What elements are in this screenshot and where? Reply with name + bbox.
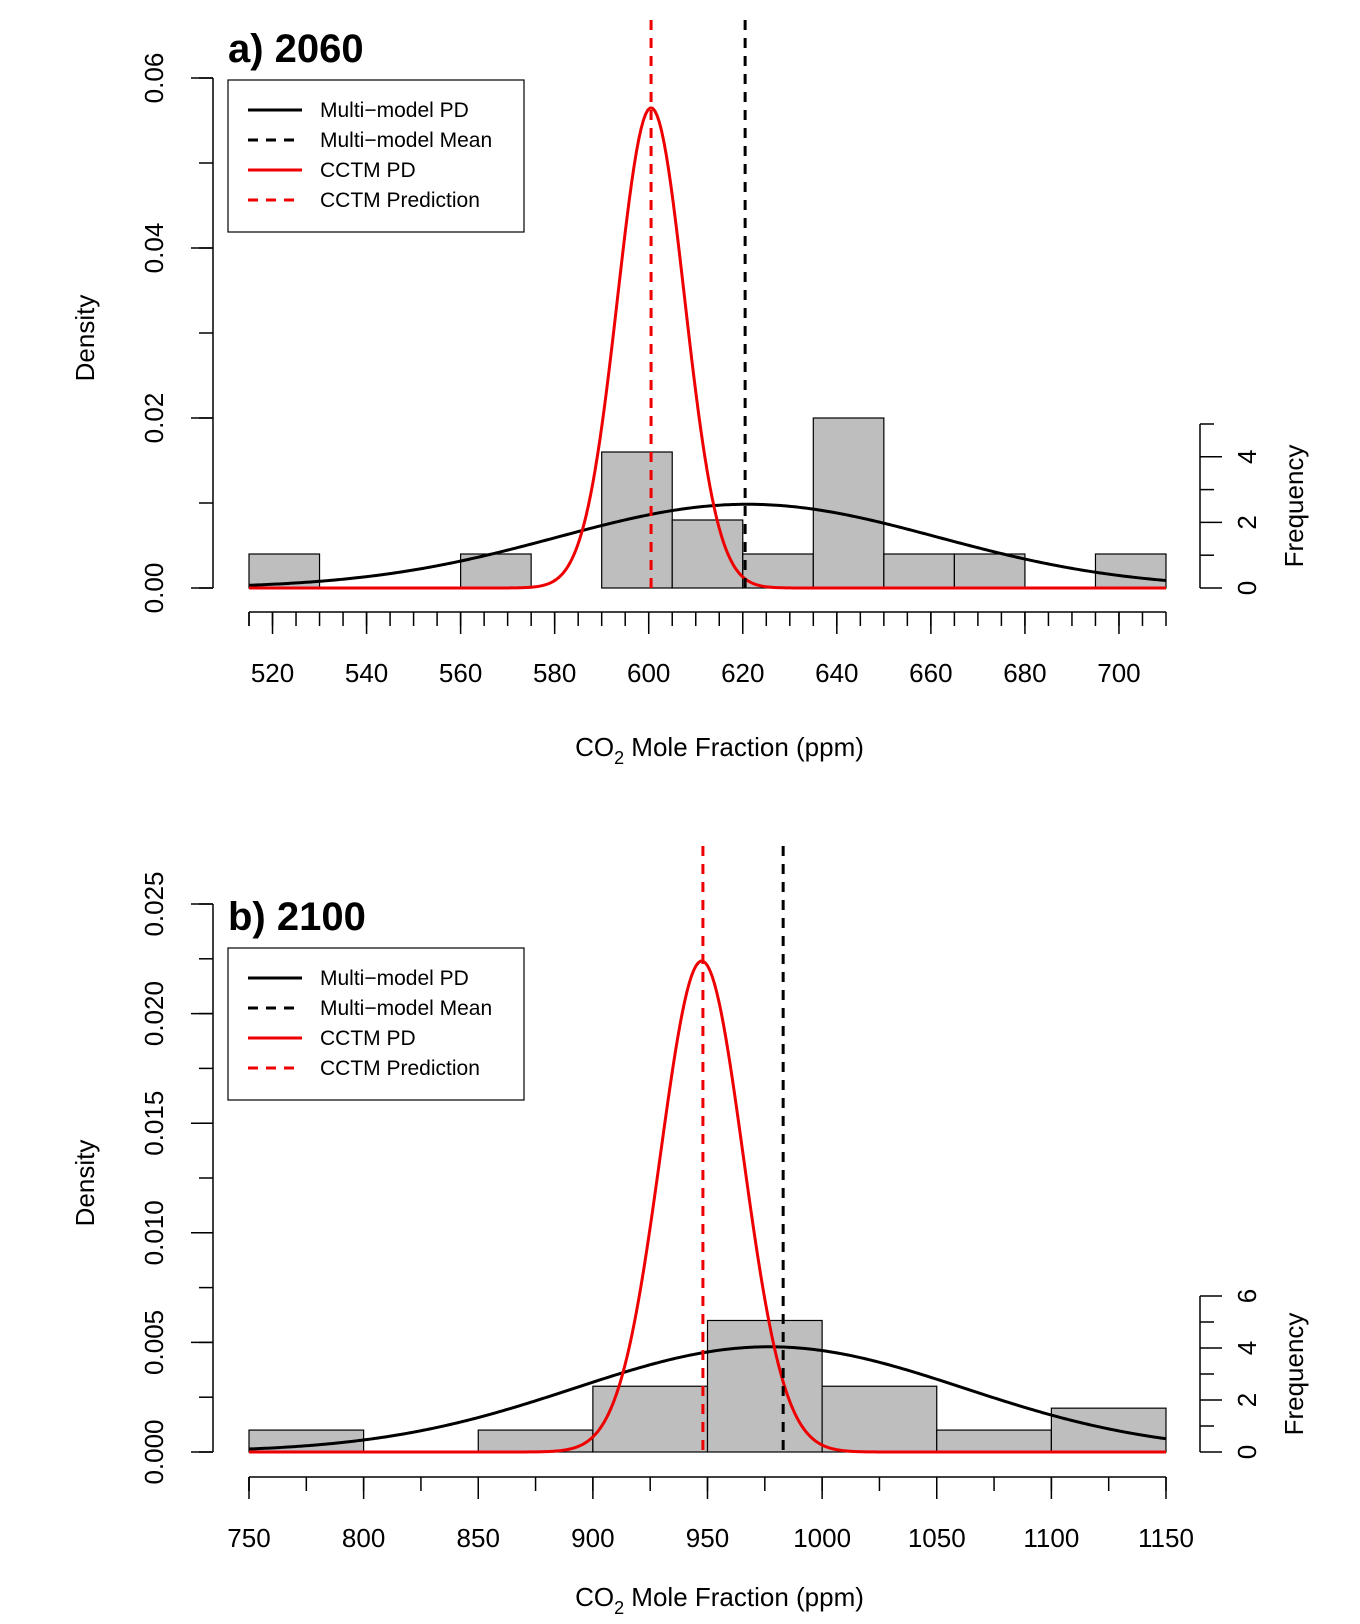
- histogram-bar: [936, 1429, 1052, 1453]
- y-tick-label: 0.025: [139, 871, 169, 936]
- x-axis-title-main: CO: [575, 732, 614, 762]
- multimodel-pd-curve: [248, 502, 1167, 587]
- histogram-bar: [601, 451, 673, 589]
- y-axis-title: Density: [70, 295, 100, 382]
- x-axis-title-rest: Mole Fraction (ppm): [624, 732, 864, 762]
- histogram-bar: [671, 519, 744, 589]
- panel-title: a) 2060: [228, 27, 364, 71]
- x-axis-title-rest: Mole Fraction (ppm): [624, 1582, 864, 1612]
- histogram-bar: [812, 417, 885, 589]
- x-tick-label: 900: [571, 1523, 614, 1553]
- x-axis-title-sub: 2: [614, 748, 624, 768]
- x-axis-title-sub: 2: [614, 1598, 624, 1618]
- y-axis-title: Density: [70, 1140, 100, 1227]
- x-tick-label: 1100: [1023, 1523, 1079, 1553]
- x-tick-label: 560: [439, 658, 482, 688]
- x-tick-label: 620: [721, 658, 764, 688]
- x-tick-label: 640: [815, 658, 858, 688]
- panel-title: b) 2100: [228, 895, 366, 939]
- y-tick-label: 0.020: [139, 981, 169, 1046]
- x-tick-label: 520: [251, 658, 294, 688]
- legend-box: [227, 947, 525, 1101]
- x-axis-title-main: CO: [575, 1582, 614, 1612]
- y2-tick-label: 6: [1232, 1289, 1262, 1303]
- y-tick-label: 0.06: [139, 53, 169, 104]
- x-tick-label: 850: [457, 1523, 500, 1553]
- y-tick-label: 0.015: [139, 1091, 169, 1156]
- y2-axis-title: Frequency: [1279, 1313, 1309, 1436]
- multimodel-pd-curve: [248, 1345, 1167, 1451]
- x-tick-label: 750: [227, 1523, 270, 1553]
- x-tick-label: 1050: [908, 1523, 966, 1553]
- x-tick-label: 800: [342, 1523, 385, 1553]
- histogram-bar: [883, 553, 955, 589]
- y2-tick-label: 0: [1232, 1445, 1262, 1459]
- y-tick-label: 0.02: [139, 393, 169, 444]
- histogram-bar: [821, 1385, 938, 1453]
- y-tick-label: 0.04: [139, 223, 169, 274]
- x-tick-label: 950: [686, 1523, 729, 1553]
- y2-tick-label: 4: [1232, 1341, 1262, 1355]
- legend-label: Multi−model Mean: [320, 129, 492, 152]
- y2-tick-label: 2: [1232, 1393, 1262, 1407]
- y-tick-label: 0.010: [139, 1200, 169, 1265]
- legend-box: [227, 79, 525, 233]
- legend-label: CCTM Prediction: [320, 189, 480, 212]
- histogram-bar: [1094, 553, 1167, 589]
- legend-label: CCTM PD: [320, 1027, 416, 1050]
- y-tick-label: 0.000: [139, 1419, 169, 1484]
- y-tick-label: 0.00: [139, 563, 169, 614]
- x-axis-title: CO2 Mole Fraction (ppm): [575, 732, 864, 768]
- x-axis-title: CO2 Mole Fraction (ppm): [575, 1582, 864, 1618]
- x-tick-label: 600: [627, 658, 670, 688]
- cctm-pd-curve: [249, 959, 1166, 1454]
- legend-label: CCTM PD: [320, 159, 416, 182]
- x-tick-label: 680: [1003, 658, 1046, 688]
- y-tick-label: 0.005: [139, 1310, 169, 1375]
- x-tick-label: 580: [533, 658, 576, 688]
- legend-label: Multi−model PD: [320, 967, 469, 990]
- y2-tick-label: 0: [1232, 581, 1262, 595]
- x-tick-label: 1000: [793, 1523, 851, 1553]
- y2-tick-label: 4: [1232, 450, 1262, 464]
- y2-axis-title: Frequency: [1279, 445, 1309, 568]
- x-tick-label: 660: [909, 658, 952, 688]
- y2-tick-label: 2: [1232, 515, 1262, 529]
- legend-label: Multi−model PD: [320, 99, 469, 122]
- histogram-bar: [592, 1385, 709, 1453]
- legend-label: Multi−model Mean: [320, 997, 492, 1020]
- cctm-pd-curve: [249, 106, 1166, 590]
- x-tick-label: 540: [345, 658, 388, 688]
- histogram-bar: [953, 553, 1026, 589]
- x-tick-label: 700: [1097, 658, 1140, 688]
- legend-label: CCTM Prediction: [320, 1057, 480, 1080]
- x-tick-label: 1150: [1138, 1523, 1194, 1553]
